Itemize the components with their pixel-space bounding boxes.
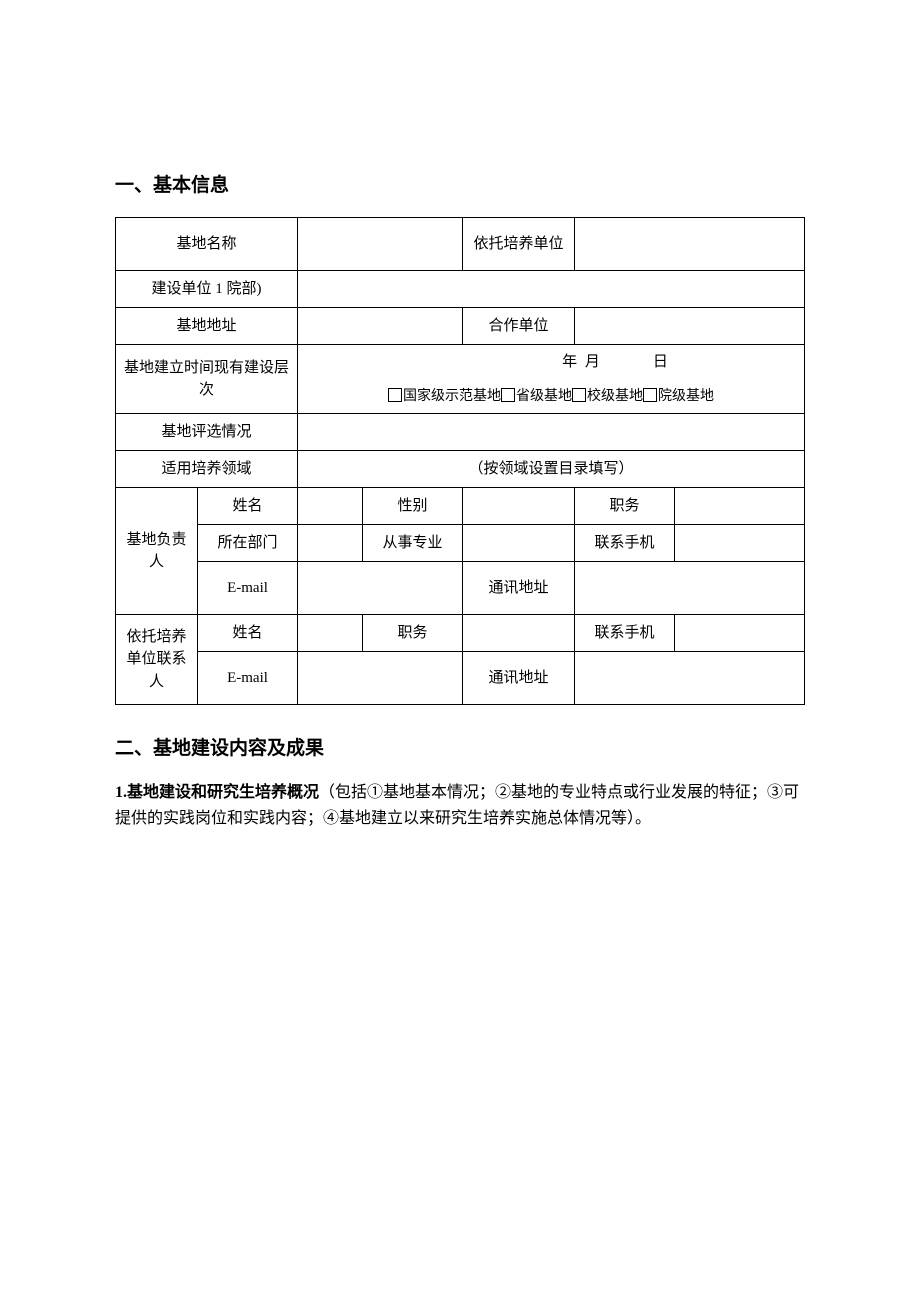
value-leader-major[interactable]: [463, 525, 575, 562]
label-leader-email: E-mail: [198, 562, 298, 615]
label-leader-dept: 所在部门: [198, 525, 298, 562]
label-contact-email: E-mail: [198, 652, 298, 705]
value-contact-mobile[interactable]: [675, 615, 805, 652]
value-leader-mobile[interactable]: [675, 525, 805, 562]
section2-item1: 1.基地建设和研究生培养概况（包括①基地基本情况；②基地的专业特点或行业发展的特…: [115, 780, 805, 831]
label-coop-unit: 合作单位: [463, 308, 575, 345]
label-domain: 适用培养领域: [116, 451, 298, 488]
label-contact-mobile: 联系手机: [575, 615, 675, 652]
value-contact-email[interactable]: [298, 652, 463, 705]
checkbox-icon[interactable]: [501, 388, 515, 402]
section1-title: 一、基本信息: [115, 170, 805, 197]
opt-dept: 院级基地: [658, 389, 714, 404]
basic-info-table: 基地名称 依托培养单位 建设单位 1 院部) 基地地址 合作单位 基地建立时间现…: [115, 217, 805, 705]
label-contact: 依托培养单位联系人: [116, 615, 198, 705]
opt-school: 校级基地: [587, 389, 643, 404]
label-leader: 基地负责人: [116, 488, 198, 615]
value-establish-level[interactable]: 国家级示范基地省级基地校级基地院级基地: [298, 379, 805, 414]
value-leader-post[interactable]: [675, 488, 805, 525]
label-contact-name: 姓名: [198, 615, 298, 652]
opt-national: 国家级示范基地: [403, 389, 501, 404]
label-leader-name: 姓名: [198, 488, 298, 525]
value-leader-addr[interactable]: [575, 562, 805, 615]
value-leader-name[interactable]: [298, 488, 363, 525]
value-leader-email[interactable]: [298, 562, 463, 615]
value-domain[interactable]: （按领域设置目录填写）: [298, 451, 805, 488]
value-contact-addr[interactable]: [575, 652, 805, 705]
value-base-name[interactable]: [298, 218, 463, 271]
value-contact-name[interactable]: [298, 615, 363, 652]
label-leader-post: 职务: [575, 488, 675, 525]
label-base-addr: 基地地址: [116, 308, 298, 345]
item1-lead: 1.基地建设和研究生培养概况: [115, 784, 319, 801]
value-establish-date[interactable]: 年 月 日: [298, 345, 805, 380]
value-build-unit[interactable]: [298, 271, 805, 308]
opt-province: 省级基地: [516, 389, 572, 404]
value-leader-gender[interactable]: [463, 488, 575, 525]
label-establish: 基地建立时间现有建设层次: [116, 345, 298, 414]
date-text: 年 月 日: [432, 351, 670, 374]
label-leader-addr: 通讯地址: [463, 562, 575, 615]
value-contact-post[interactable]: [463, 615, 575, 652]
label-eval: 基地评选情况: [116, 414, 298, 451]
checkbox-icon[interactable]: [572, 388, 586, 402]
label-base-name: 基地名称: [116, 218, 298, 271]
label-host-unit: 依托培养单位: [463, 218, 575, 271]
value-coop-unit[interactable]: [575, 308, 805, 345]
value-leader-dept[interactable]: [298, 525, 363, 562]
checkbox-icon[interactable]: [388, 388, 402, 402]
value-host-unit[interactable]: [575, 218, 805, 271]
section2-title: 二、基地建设内容及成果: [115, 733, 805, 760]
value-eval[interactable]: [298, 414, 805, 451]
label-contact-post: 职务: [363, 615, 463, 652]
label-leader-mobile: 联系手机: [575, 525, 675, 562]
label-build-unit: 建设单位 1 院部): [116, 271, 298, 308]
label-leader-gender: 性别: [363, 488, 463, 525]
checkbox-icon[interactable]: [643, 388, 657, 402]
label-leader-major: 从事专业: [363, 525, 463, 562]
value-base-addr[interactable]: [298, 308, 463, 345]
label-contact-addr: 通讯地址: [463, 652, 575, 705]
